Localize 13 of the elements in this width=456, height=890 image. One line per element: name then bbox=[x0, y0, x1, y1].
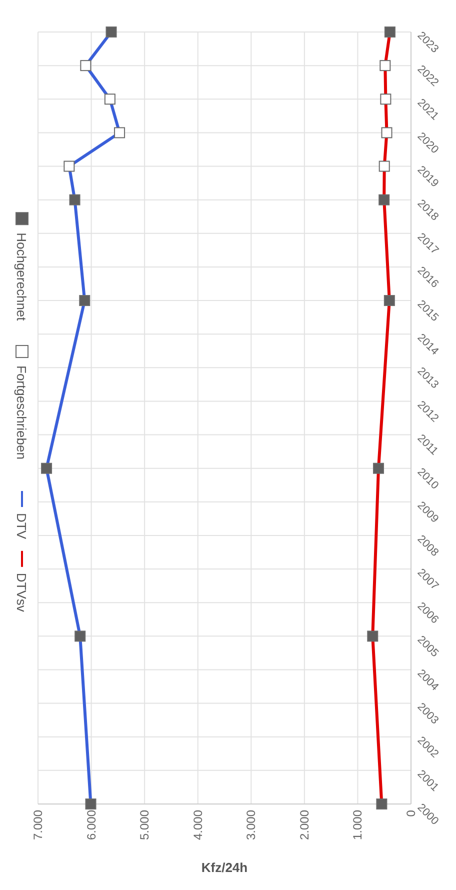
x-axis-title: Kfz/24h bbox=[201, 860, 248, 875]
x-tick-label: 1.000 bbox=[350, 810, 365, 840]
legend-label: DTVsv bbox=[14, 572, 29, 612]
x-tick-label: 7.000 bbox=[31, 810, 45, 840]
x-tick-label: 2.000 bbox=[297, 810, 312, 840]
x-tick-label: 5.000 bbox=[138, 810, 152, 840]
legend-label: Hochgerechnet bbox=[14, 232, 29, 322]
x-tick-label: 6.000 bbox=[84, 810, 98, 840]
legend-label: DTV bbox=[14, 513, 29, 540]
x-tick-label: 3.000 bbox=[244, 810, 258, 840]
x-tick-label: 0 bbox=[404, 810, 418, 817]
legend-label: Fortgeschrieben bbox=[14, 366, 29, 460]
x-tick-label: 4.000 bbox=[190, 810, 205, 840]
